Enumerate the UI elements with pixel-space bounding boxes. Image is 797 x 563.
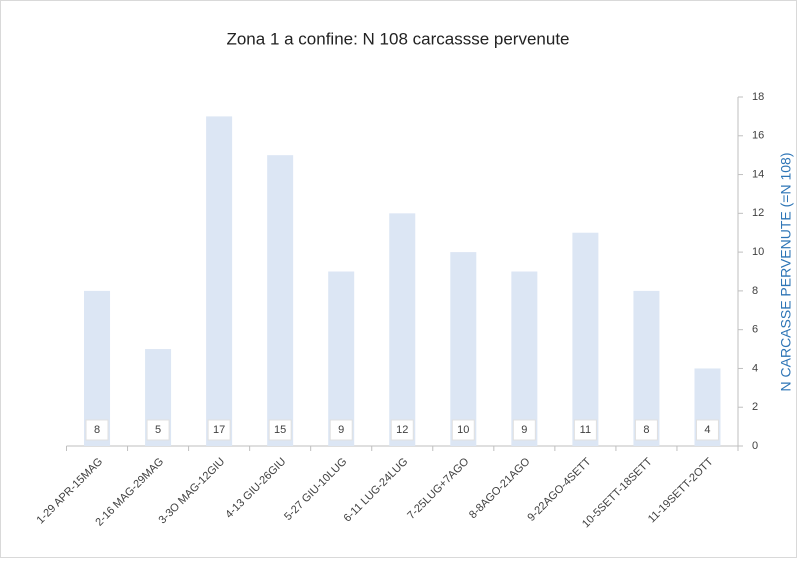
data-label-box <box>451 419 475 441</box>
y-tick-label: 8 <box>752 285 758 297</box>
data-label-box <box>695 419 719 441</box>
data-label-box <box>268 419 292 441</box>
data-label: 15 <box>274 424 286 436</box>
y-tick-label: 2 <box>752 401 758 413</box>
chart-title: Zona 1 a confine: N 108 carcassse perven… <box>226 29 569 48</box>
bar <box>572 232 599 446</box>
data-label-box <box>512 419 536 441</box>
data-label: 11 <box>580 424 591 436</box>
data-label: 8 <box>643 424 649 436</box>
y-tick-label: 0 <box>752 440 758 452</box>
bar <box>511 271 538 446</box>
data-label-box <box>390 419 414 441</box>
bar <box>450 252 477 446</box>
bar <box>206 116 233 446</box>
data-label: 9 <box>338 424 344 436</box>
data-label: 4 <box>704 424 710 436</box>
data-label-box <box>146 419 170 441</box>
data-label-box <box>85 419 109 441</box>
data-label: 5 <box>155 424 161 436</box>
data-label: 9 <box>521 424 527 436</box>
y-tick-label: 12 <box>752 207 764 219</box>
y-axis-label: N CARCASSE PERVENUTE (=N 108) <box>778 153 794 392</box>
y-tick-label: 4 <box>752 362 758 374</box>
data-label: 12 <box>396 424 408 436</box>
data-label-box <box>207 419 231 441</box>
bar <box>328 271 355 446</box>
y-tick-label: 16 <box>752 130 764 142</box>
bar <box>267 155 294 446</box>
data-label: 10 <box>457 424 469 436</box>
data-label-box <box>573 419 597 441</box>
data-label-box <box>329 419 353 441</box>
bar <box>389 213 416 446</box>
data-label: 17 <box>213 424 225 436</box>
data-label: 8 <box>94 424 100 436</box>
y-tick-label: 6 <box>752 324 758 336</box>
data-label-box <box>634 419 658 441</box>
y-tick-label: 14 <box>752 168 764 180</box>
y-tick-label: 18 <box>752 91 764 103</box>
y-tick-label: 10 <box>752 246 764 258</box>
